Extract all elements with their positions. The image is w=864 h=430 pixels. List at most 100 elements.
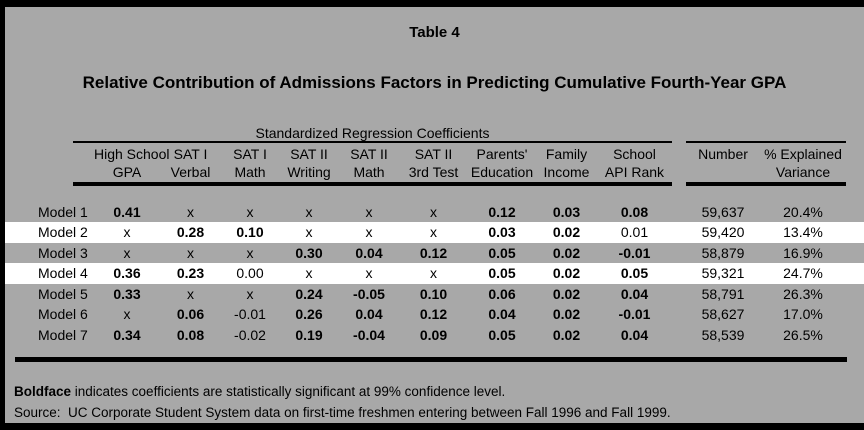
note-bold-word: Boldface xyxy=(14,384,72,399)
coefficient-cell: 58,791 xyxy=(701,285,745,302)
spanner-rule-right xyxy=(686,141,846,143)
column-header-line1: High School xyxy=(94,146,170,162)
column-header-line2: Verbal xyxy=(170,164,211,180)
column-header-line1: Parents' xyxy=(476,146,528,162)
coefficient-cell: 20.4% xyxy=(783,203,823,220)
column-header-line2: API Rank xyxy=(604,164,665,180)
spanner-header: Standardized Regression Coefficients xyxy=(255,125,490,141)
column-header-line2: Math xyxy=(234,164,266,180)
coefficient-cell: 0.12 xyxy=(419,306,448,322)
coefficient-cell: 58,539 xyxy=(701,326,745,343)
column-header-line1: SAT I xyxy=(173,146,208,162)
column-header: Family Income xyxy=(536,145,597,181)
coefficient-cell: x xyxy=(365,203,373,220)
table-row: Model 3 x x x 0.30 0.04 0.12 0.05 0.02 -0.01 58,87… xyxy=(5,243,864,264)
column-header-line1: SAT II xyxy=(414,146,453,162)
table-row: Model 4 0.36 0.23 0.00 x x x 0.05 0.02 0.05 59,321… xyxy=(5,263,864,284)
header-rule-right xyxy=(686,182,846,186)
coefficient-cell: 0.19 xyxy=(295,326,323,343)
coefficient-cell: 59,420 xyxy=(701,224,745,240)
row-label: Model 1 xyxy=(38,203,88,220)
coefficient-cell: 0.04 xyxy=(355,306,383,322)
row-label: Model 6 xyxy=(38,306,88,322)
coefficient-cell: 0.10 xyxy=(419,285,448,302)
coefficient-cell: 26.3% xyxy=(783,285,823,302)
column-header-line2: Variance xyxy=(775,164,831,180)
row-label: Model 3 xyxy=(38,244,88,261)
coefficient-cell: -0.04 xyxy=(353,326,385,343)
coefficient-cell: 59,321 xyxy=(701,265,745,281)
coefficient-cell: x xyxy=(187,285,194,302)
coefficient-cell: 0.41 xyxy=(113,203,141,220)
table-row: Model 7 0.34 0.08 -0.02 0.19 -0.04 0.09 0.05 0.0… xyxy=(5,325,864,346)
column-header: SAT I Verbal xyxy=(160,145,221,181)
coefficient-cell: -0.01 xyxy=(618,244,651,261)
coefficient-cell: x xyxy=(187,244,194,261)
table-row: Model 5 0.33 x x 0.24 -0.05 0.10 0.06 0.02 0.04 58… xyxy=(5,284,864,305)
row-label: Model 4 xyxy=(38,265,88,281)
coefficient-cell: 13.4% xyxy=(783,224,823,240)
coefficient-cell: 0.04 xyxy=(355,244,383,261)
coefficient-cell: 58,879 xyxy=(701,244,745,261)
table-heading: Relative Contribution of Admissions Fact… xyxy=(82,73,787,92)
boldface-note: Boldface indicates coefficients are stat… xyxy=(14,384,505,400)
column-header-line1: % Explained xyxy=(764,146,842,162)
coefficient-cell: 0.00 xyxy=(236,265,264,281)
coefficient-cell: -0.05 xyxy=(353,285,385,302)
coefficient-cell: x xyxy=(187,203,194,220)
coefficient-cell: 0.02 xyxy=(552,265,581,281)
column-header-line2: Education xyxy=(470,164,534,180)
column-header: % Explained Variance xyxy=(760,145,846,181)
coefficient-cell: 0.08 xyxy=(620,203,649,220)
coefficient-cell: x xyxy=(246,203,254,220)
source-note: Source: UC Corporate Student System data… xyxy=(14,405,671,420)
coefficient-cell: 0.24 xyxy=(295,285,323,302)
table-row: Model 2 x 0.28 0.10 x x x 0.03 0.02 0.01 59,420 13.… xyxy=(5,222,864,243)
coefficient-cell: 0.12 xyxy=(488,203,516,220)
coefficient-cell: 0.03 xyxy=(552,203,581,220)
coefficient-cell: 0.36 xyxy=(113,265,141,281)
coefficient-cell: 0.28 xyxy=(176,224,205,240)
column-header-line1: SAT I xyxy=(233,146,267,162)
coefficient-cell: -0.02 xyxy=(234,326,266,343)
column-header: School API Rank xyxy=(597,145,672,181)
coefficient-cell: 0.04 xyxy=(488,306,516,322)
column-header-line2: Math xyxy=(353,164,385,180)
column-header-line1: School xyxy=(613,146,656,162)
coefficient-cell: 0.05 xyxy=(488,326,516,343)
coefficient-cell: 58,627 xyxy=(701,306,745,322)
coefficient-cell: 0.12 xyxy=(419,244,448,261)
coefficient-cell: 0.30 xyxy=(295,244,323,261)
coefficient-cell: -0.01 xyxy=(234,306,266,322)
coefficient-cell: 0.02 xyxy=(552,224,581,240)
table-label: Table 4 xyxy=(409,24,460,41)
coefficient-cell: 0.04 xyxy=(620,285,649,302)
coefficient-cell: 0.23 xyxy=(176,265,205,281)
coefficient-cell: 0.05 xyxy=(488,265,516,281)
row-label: Model 5 xyxy=(38,285,88,302)
coefficient-cell: 0.06 xyxy=(176,306,205,322)
coefficient-cell: 0.05 xyxy=(488,244,516,261)
table-row: Model 6 x 0.06 -0.01 0.26 0.04 0.12 0.04 0.02 -0.… xyxy=(5,304,864,325)
coefficient-cell: -0.01 xyxy=(618,306,651,322)
coefficient-cell: 0.02 xyxy=(552,244,581,261)
column-header-line2: Income xyxy=(543,164,590,180)
column-header-line2: Writing xyxy=(287,164,331,180)
table-bottom-rule xyxy=(15,357,847,362)
column-header: Parents' Education xyxy=(468,145,536,181)
column-header-line2: 3rd Test xyxy=(408,164,459,180)
coefficient-cell: x xyxy=(430,203,437,220)
coefficient-cell: x xyxy=(305,265,313,281)
coefficient-cell: 0.33 xyxy=(113,285,141,302)
coefficient-cell: 0.06 xyxy=(488,285,516,302)
coefficient-cell: 0.34 xyxy=(113,326,141,343)
column-header-line2: Number xyxy=(698,146,748,162)
coefficient-cell: 0.02 xyxy=(552,306,581,322)
coefficient-cell: 0.04 xyxy=(620,326,649,343)
coefficient-cell: 0.10 xyxy=(236,224,264,240)
column-header: SAT I Math xyxy=(221,145,279,181)
coefficient-cell: x xyxy=(430,265,437,281)
coefficient-cell: 0.05 xyxy=(620,265,649,281)
column-header-line1: Family xyxy=(545,146,588,162)
